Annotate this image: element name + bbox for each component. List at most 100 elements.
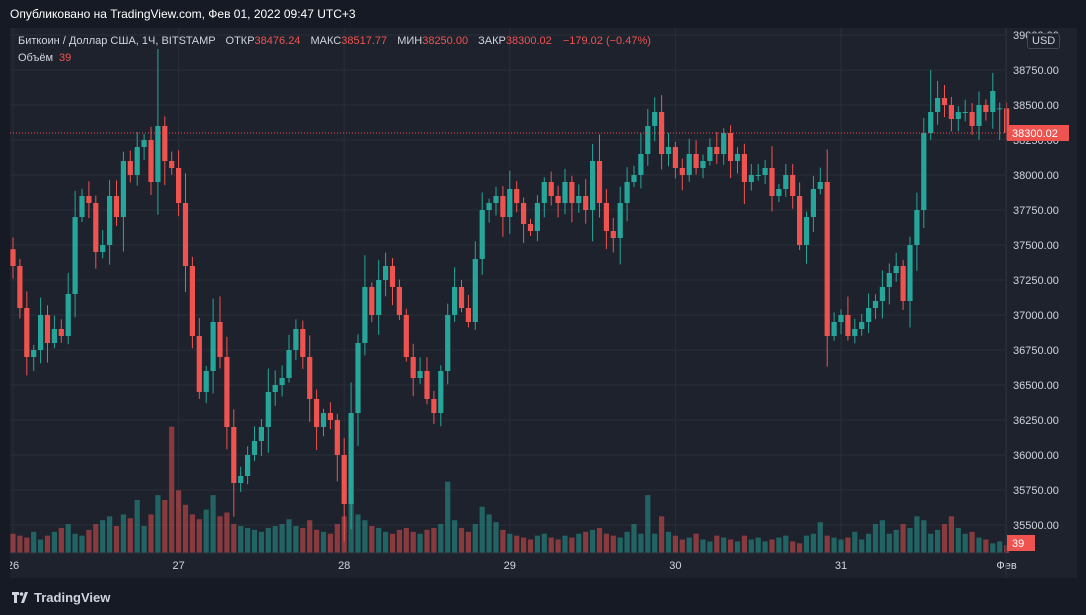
candle-body [555, 196, 561, 203]
candle-body [596, 161, 603, 203]
candle [521, 197, 527, 244]
candle-body [603, 203, 609, 231]
volume-label: Объём [18, 52, 54, 64]
candle [914, 192, 920, 271]
candle [824, 149, 830, 367]
volume-bar [900, 524, 906, 553]
volume-bar [596, 527, 603, 553]
candle [148, 126, 154, 196]
candle-body [541, 182, 547, 203]
candle-body [486, 203, 492, 210]
candle-body [728, 133, 734, 161]
volume-bar [120, 514, 126, 553]
candle [576, 184, 582, 213]
candle [969, 103, 975, 135]
volume-bar [279, 524, 285, 553]
candle [258, 419, 264, 456]
candle-body [169, 161, 175, 168]
volume-bar [824, 535, 830, 553]
candle-body [341, 455, 347, 504]
candle [859, 313, 865, 336]
candle-body [314, 399, 320, 427]
candle-body [914, 210, 920, 245]
candle [10, 237, 16, 279]
candle-body [107, 196, 113, 245]
candle [852, 318, 858, 344]
candle-body [866, 308, 872, 322]
candle [652, 97, 658, 142]
currency-selector[interactable]: USD [1027, 33, 1061, 49]
volume-bar [169, 426, 175, 553]
volume-bar [265, 527, 271, 553]
volume-bar [203, 509, 209, 553]
candle-body [845, 315, 851, 336]
candle-body [396, 287, 402, 315]
candle-body [217, 322, 223, 357]
chart-pane[interactable]: 35500.00 35750.00 36000.00 36250.00 36500.00… [10, 28, 1077, 578]
volume-bar [872, 524, 879, 553]
candle [879, 270, 885, 319]
change-value: −179.02 (−0.47%) [562, 35, 651, 47]
price-tick-label: 37000.00 [1013, 310, 1059, 322]
candle-body [569, 182, 575, 203]
candle-body [445, 315, 451, 371]
volume-bar [852, 531, 858, 553]
candle [562, 168, 568, 215]
volume-bar [776, 537, 782, 553]
time-tick-label: 30 [669, 560, 681, 572]
candle [907, 236, 913, 328]
volume-bar [893, 529, 899, 553]
candle-body [348, 413, 354, 504]
volume-bar [576, 533, 582, 553]
candle-body [438, 371, 444, 413]
candle-body [624, 182, 630, 203]
candle-body [576, 196, 582, 203]
candle-body [383, 266, 389, 280]
candle-body [762, 168, 768, 175]
candle [514, 181, 520, 213]
volume-bar [65, 524, 71, 553]
candle-body [210, 322, 216, 371]
volume-bar [245, 527, 251, 553]
candle [631, 165, 637, 188]
tradingview-logo[interactable]: TradingView [12, 590, 110, 605]
candle-body [769, 168, 775, 196]
volume-bar [534, 535, 540, 553]
volume-bar [141, 526, 147, 553]
candle [976, 91, 982, 140]
candle [479, 192, 485, 275]
volume-bar [51, 531, 57, 553]
candle [548, 171, 554, 206]
candle [196, 317, 202, 399]
candle-body [162, 126, 168, 161]
candle [65, 272, 71, 345]
candle-body [196, 336, 202, 392]
volume-bar [86, 529, 92, 553]
candle [38, 297, 44, 364]
axes: 35500.00 35750.00 36000.00 36250.00 36500.00… [10, 28, 1069, 578]
volume-bar [176, 490, 182, 553]
open-value: 38476.24 [254, 35, 301, 47]
volume-bar [44, 535, 51, 553]
volume-bar [769, 539, 775, 553]
candle-body [748, 175, 754, 182]
candle [921, 117, 927, 229]
volume-bar [748, 539, 754, 553]
candle [886, 263, 892, 305]
candle [990, 72, 996, 129]
candle [314, 389, 320, 450]
candle [707, 138, 713, 166]
volume-value: 39 [59, 52, 72, 64]
candle [645, 109, 651, 166]
candle [424, 357, 430, 405]
candle-body [879, 287, 885, 301]
volume-bar [955, 527, 961, 553]
candle [810, 175, 816, 233]
candle [438, 365, 444, 427]
candle-body [148, 140, 154, 182]
candle [569, 175, 575, 223]
candle [155, 49, 161, 215]
symbol-name: Биткоин / Доллар США, 1Ч, BITSTAMP [18, 35, 216, 47]
volume-bar [969, 531, 975, 553]
price-chart[interactable]: 35500.00 35750.00 36000.00 36250.00 36500.00… [10, 28, 1077, 578]
